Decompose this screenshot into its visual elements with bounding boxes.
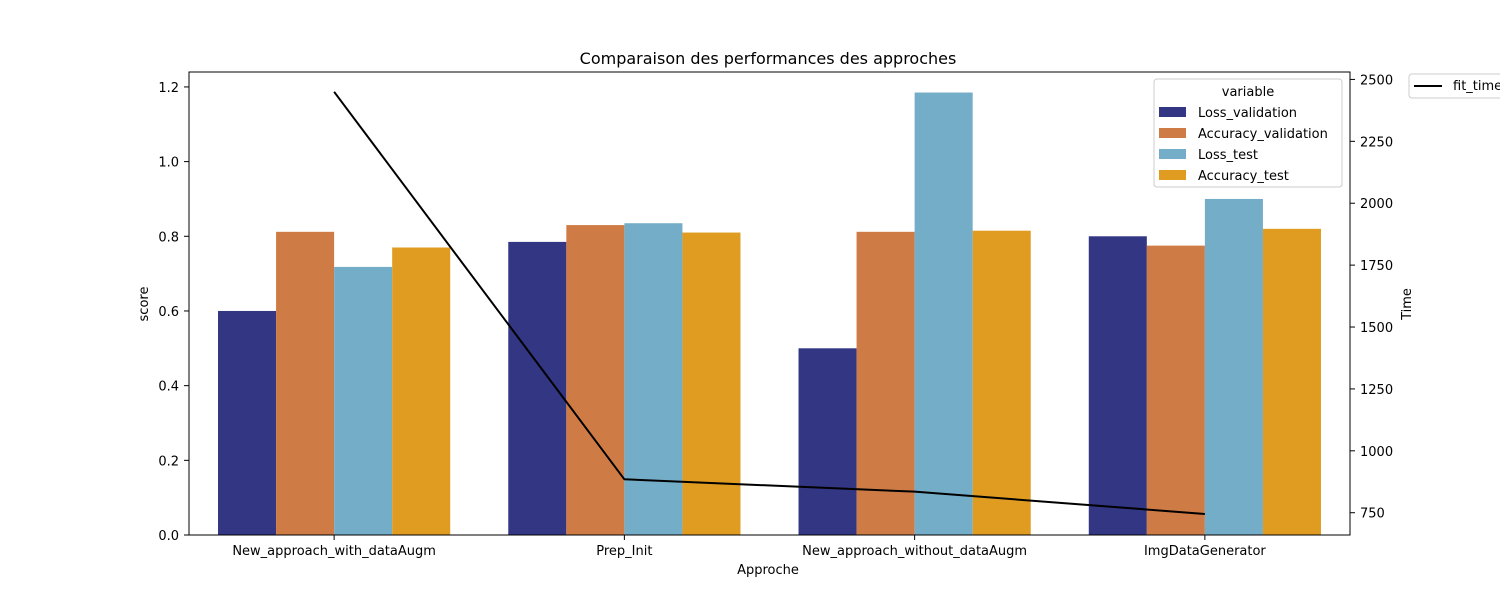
axes-frame (188, 71, 1351, 536)
fit-time-line (333, 91, 1205, 515)
bar (566, 225, 625, 535)
x-tick-label: New_approach_without_dataAugm (802, 544, 1027, 559)
legend-label: Accuracy_test (1198, 169, 1289, 184)
y-tick-label: 1.0 (158, 156, 179, 171)
bar (624, 223, 683, 535)
bar (1088, 236, 1147, 535)
y2-tick-label: 750 (1360, 507, 1385, 522)
y2-tick-label: 1250 (1360, 383, 1393, 398)
bar (972, 230, 1031, 535)
y2-tick-label: 2500 (1360, 73, 1393, 88)
x-tick-label: Prep_Init (596, 544, 652, 559)
bar (1262, 228, 1321, 536)
x-tick-label: ImgDataGenerator (1144, 544, 1266, 559)
bar (276, 231, 335, 535)
bar (392, 247, 451, 535)
y-tick-label: 0.6 (158, 305, 179, 320)
y2-tick-label: 2000 (1360, 197, 1393, 212)
bar (682, 232, 741, 535)
legend-label: Loss_validation (1198, 106, 1297, 121)
y-tick-label: 0.8 (158, 230, 179, 245)
y-tick-label: 0.4 (158, 380, 179, 395)
bar (914, 92, 973, 536)
y2-tick-label: 2250 (1360, 135, 1393, 150)
y-tick-label: 0.0 (158, 529, 179, 544)
legend-label: Accuracy_validation (1198, 127, 1328, 142)
legend-swatch (1159, 107, 1186, 117)
y2-tick-label: 1500 (1360, 321, 1393, 336)
y-axis-label: score (137, 287, 152, 322)
legend-title: variable (1222, 85, 1274, 100)
x-axis-label: Approche (737, 563, 799, 578)
bar (508, 241, 567, 536)
bar (798, 348, 857, 535)
y-tick-label: 0.2 (158, 454, 179, 469)
legend-swatch (1159, 149, 1186, 159)
x-tick-label: New_approach_with_dataAugm (232, 544, 436, 559)
legend-box (1153, 78, 1343, 188)
legend-label: Loss_test (1198, 148, 1258, 163)
y-tick-label: 1.2 (158, 81, 179, 96)
legend-swatch (1159, 170, 1186, 180)
bar (856, 231, 915, 535)
line-legend-label: fit_time (1453, 79, 1500, 94)
line-legend-box (1408, 73, 1500, 99)
plot-area: 0.0 0.2 0.4 0.6 0.8 1.0 1.2 750 1000 1250 1500 1750… (158, 71, 1500, 559)
bar (1204, 198, 1263, 536)
bar (1146, 245, 1205, 535)
y2-tick-label: 1750 (1360, 259, 1393, 274)
bar (334, 266, 393, 535)
y2-axis-label: Time (1400, 288, 1415, 321)
bar (218, 310, 277, 535)
legend-swatch (1159, 128, 1186, 138)
chart-title: Comparaison des performances des approch… (580, 49, 957, 68)
y2-tick-label: 1000 (1360, 445, 1393, 460)
